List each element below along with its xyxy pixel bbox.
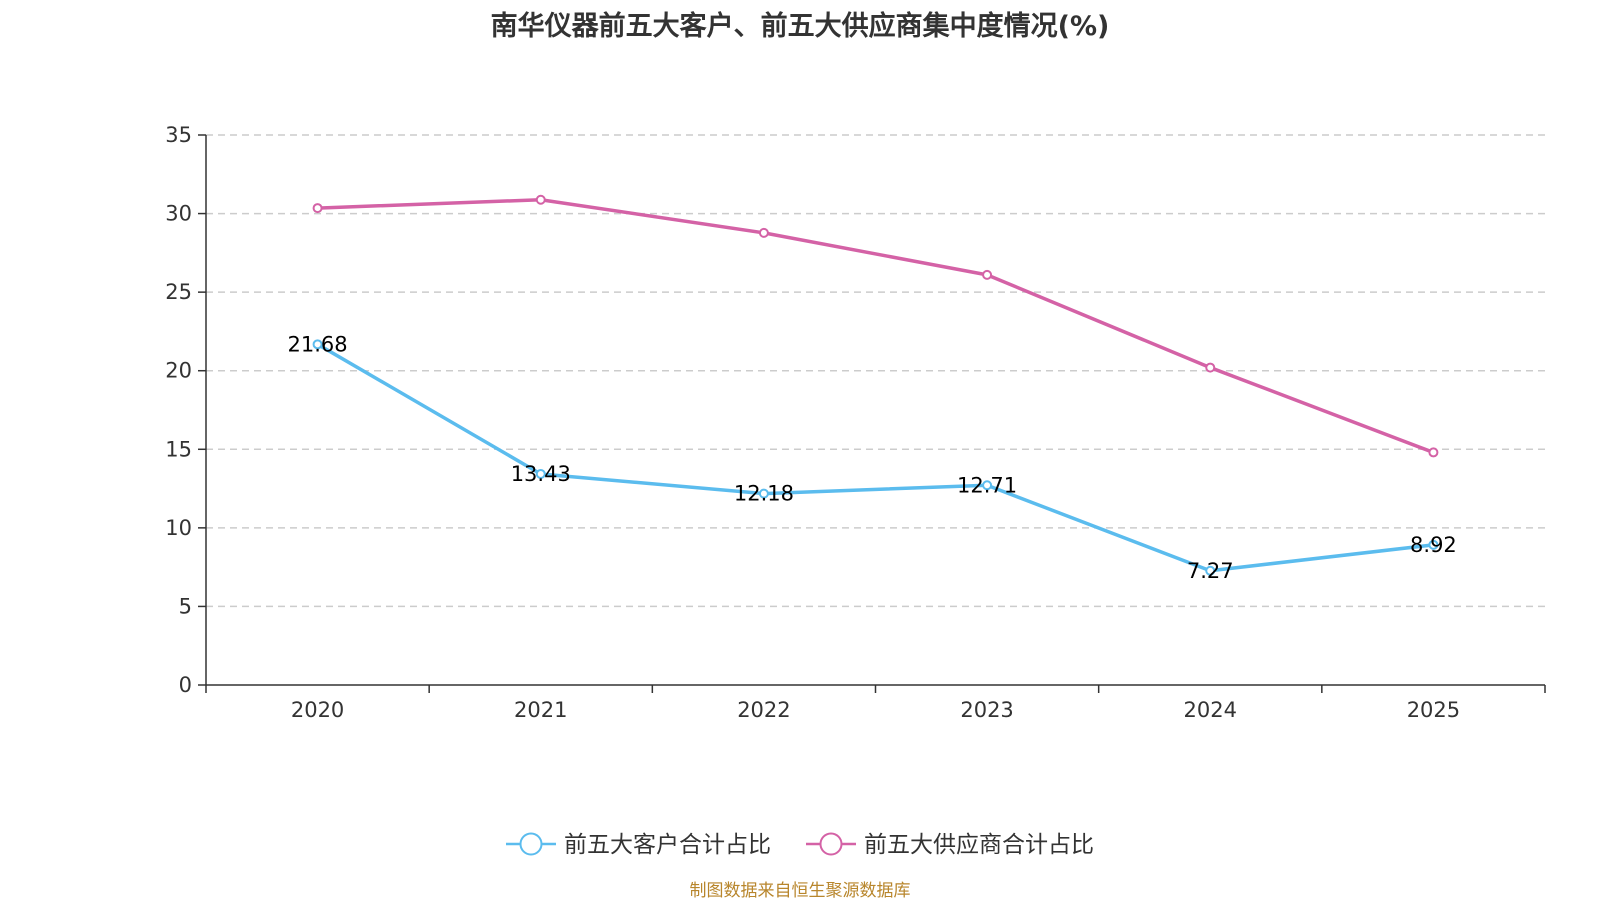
y-tick-label: 10	[165, 516, 192, 540]
x-tick-label: 2025	[1407, 698, 1460, 722]
data-point	[535, 468, 546, 479]
source-note: 制图数据来自恒生聚源数据库	[689, 881, 911, 901]
series-line-0	[316, 342, 1434, 573]
legend[interactable]: 前五大客户合计占比 前五大供应商合计占比	[506, 832, 1094, 858]
x-tick-label: 2024	[1184, 698, 1237, 722]
data-label: 13.43	[511, 462, 571, 486]
y-tick-label: 25	[165, 280, 192, 304]
x-tick-label: 2021	[514, 698, 567, 722]
data-label: 12.71	[957, 473, 1017, 497]
data-label: 12.18	[734, 482, 794, 506]
x-tick-label: 2022	[737, 698, 790, 722]
series-line-1	[317, 197, 1435, 455]
data-point	[1428, 539, 1439, 550]
data-point	[535, 194, 546, 205]
y-tick-label: 30	[165, 202, 192, 226]
data-point	[1428, 447, 1439, 458]
y-tick-label: 0	[179, 673, 192, 697]
x-tick-label: 2020	[291, 698, 344, 722]
data-label: 7.27	[1187, 559, 1234, 583]
y-tick-label: 20	[165, 359, 192, 383]
data-point	[982, 269, 993, 280]
data-point	[312, 203, 323, 214]
data-label: 8.92	[1410, 533, 1457, 557]
legend-marker	[819, 832, 843, 856]
data-label: 21.68	[288, 332, 348, 356]
legend-label: 前五大供应商合计占比	[864, 832, 1094, 858]
chart-title: 南华仪器前五大客户、前五大供应商集中度情况(%)	[490, 11, 1110, 42]
legend-item-0[interactable]: 前五大客户合计占比	[506, 832, 771, 858]
data-labels: 21.68 13.43 12.18 12.71 7.27 8.92	[288, 332, 1457, 582]
data-point	[758, 488, 769, 499]
data-point	[1205, 362, 1216, 373]
series-lines	[312, 194, 1439, 576]
data-point	[1205, 565, 1216, 576]
legend-label: 前五大客户合计占比	[564, 832, 771, 858]
data-point	[758, 227, 769, 238]
data-point	[982, 480, 993, 491]
y-tick-label: 15	[165, 437, 192, 461]
y-tick-label: 35	[165, 123, 192, 147]
y-tick-label: 5	[179, 594, 192, 618]
data-point	[312, 339, 323, 350]
x-tick-label: 2023	[960, 698, 1013, 722]
legend-marker	[519, 832, 543, 856]
legend-item-1[interactable]: 前五大供应商合计占比	[806, 832, 1094, 858]
